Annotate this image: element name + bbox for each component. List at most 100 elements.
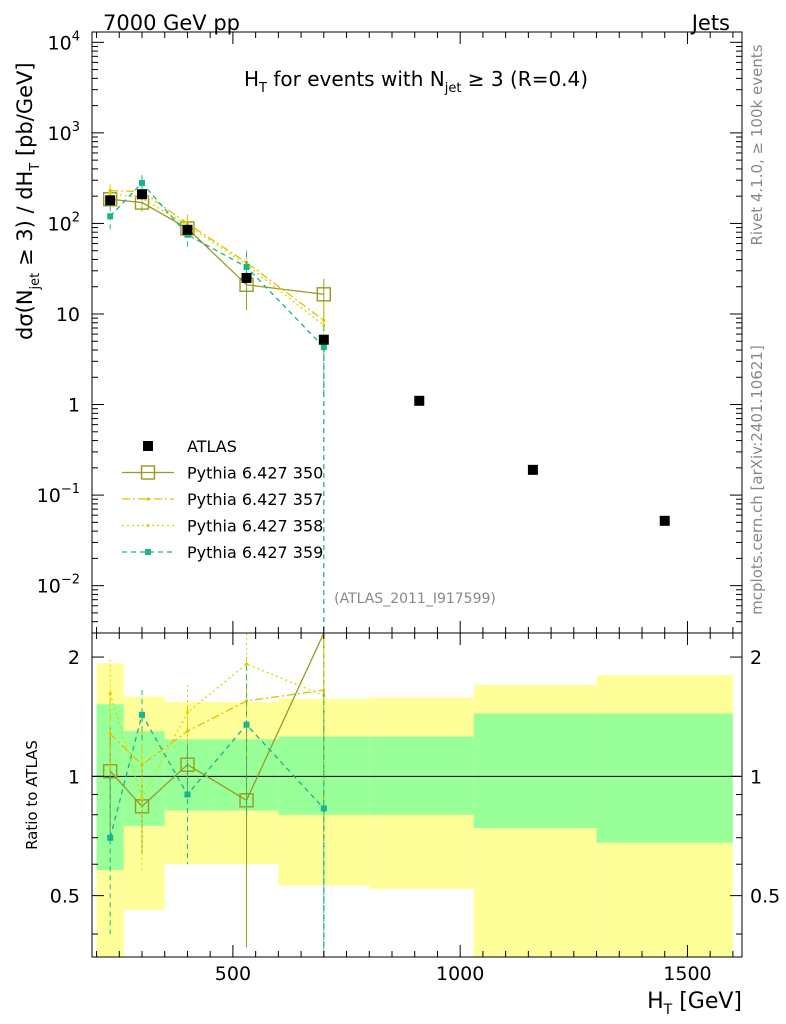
ratio-uncertainty-bands bbox=[92, 663, 742, 957]
ylabel-c: [pb/GeV] bbox=[13, 62, 37, 162]
ratio-marker-3-4 bbox=[320, 805, 327, 812]
legend-label-2: Pythia 6.427 357 bbox=[187, 490, 323, 509]
main-marker-2-0 bbox=[108, 191, 112, 195]
xlabel-main: H bbox=[647, 989, 664, 1014]
data-point-1 bbox=[137, 189, 147, 200]
ratio-band-green-1 bbox=[123, 731, 165, 826]
ratio-marker-1-0 bbox=[108, 732, 112, 736]
y-tick-label-10000: 104 bbox=[48, 29, 80, 54]
ratio-marker-2-3 bbox=[244, 662, 249, 666]
ratio-band-green-7 bbox=[596, 713, 733, 843]
y-tick-exp: 2 bbox=[72, 210, 80, 225]
data-point-3 bbox=[241, 272, 252, 283]
main-marker-1-0 bbox=[108, 189, 112, 193]
ratio-y-tick-label-right-0.5: 0.5 bbox=[750, 886, 780, 908]
title-middle-sub: jet bbox=[444, 81, 462, 96]
legend-marker-4 bbox=[145, 549, 151, 555]
ratio-marker-3-0 bbox=[107, 834, 114, 841]
mcplots-label: mcplots.cern.ch [arXiv:2401.10621] bbox=[748, 345, 766, 615]
ratio-y-tick-label-right-1: 1 bbox=[750, 766, 762, 788]
ratio-y-axis-label: Ratio to ATLAS bbox=[23, 740, 41, 850]
ratio-marker-3-2 bbox=[184, 791, 191, 798]
ratio-band-green-3 bbox=[210, 739, 279, 811]
legend-label-0: ATLAS bbox=[187, 437, 237, 456]
ratio-marker-3-3 bbox=[243, 721, 250, 728]
legend-marker-3 bbox=[146, 523, 150, 528]
ratio-panel-series bbox=[102, 632, 327, 957]
main-y-axis-label: dσ(Njet ≥ 3) / dHT [pb/GeV] bbox=[13, 62, 43, 340]
y-tick-label-0.01: 10−2 bbox=[37, 573, 80, 598]
ratio-marker-1-3 bbox=[244, 699, 249, 703]
main-marker-3-1 bbox=[139, 179, 145, 186]
y-tick-exp: 4 bbox=[72, 29, 80, 44]
x-axis-label: HT [GeV] bbox=[647, 989, 742, 1018]
y-tick-label-10: 10 bbox=[56, 304, 80, 326]
main-line-0 bbox=[110, 198, 324, 295]
title-prefix: H bbox=[244, 67, 259, 91]
ratio-band-green-6 bbox=[473, 713, 597, 829]
xlabel-unit: [GeV] bbox=[672, 989, 742, 1014]
y-tick-label-0.1: 10−1 bbox=[37, 482, 80, 507]
legend: ATLAS Pythia 6.427 350 Pythia 6.427 357 Pyt… bbox=[122, 437, 323, 562]
ratio-y-tick-label-right-2: 2 bbox=[750, 647, 762, 669]
y-tick-base: 10 bbox=[37, 485, 61, 507]
header-right: Jets bbox=[690, 11, 730, 35]
data-point-4 bbox=[318, 334, 329, 345]
legend-label-3: Pythia 6.427 358 bbox=[187, 517, 323, 536]
ratio-y-tick-label-left-2: 2 bbox=[68, 647, 80, 669]
y-tick-base: 10 bbox=[48, 32, 72, 54]
main-line-3 bbox=[109, 181, 325, 348]
data-point-0 bbox=[105, 195, 116, 206]
y-tick-exp: −1 bbox=[61, 482, 80, 497]
data-point-5 bbox=[414, 395, 425, 406]
ratio-band-green-5 bbox=[369, 736, 474, 815]
ratio-marker-2-2 bbox=[185, 710, 190, 714]
ylabel-a-sub: jet bbox=[28, 273, 43, 291]
x-tick-label-500: 500 bbox=[215, 963, 251, 985]
title-prefix-sub: T bbox=[258, 81, 267, 96]
ylabel-a: dσ(N bbox=[13, 289, 37, 340]
data-point-2 bbox=[182, 224, 193, 235]
main-marker-3-0 bbox=[107, 213, 114, 220]
main-marker-2-4 bbox=[322, 323, 326, 327]
y-tick-label-1000: 103 bbox=[48, 120, 80, 145]
y-tick-base: 10 bbox=[48, 123, 72, 145]
ratio-marker-2-1 bbox=[140, 796, 144, 800]
ratio-y-tick-label-left-1: 1 bbox=[68, 766, 80, 788]
y-tick-exp: 3 bbox=[72, 120, 80, 135]
legend-marker-data bbox=[143, 441, 153, 451]
main-line-2 bbox=[110, 192, 325, 326]
header-left: 7000 GeV pp bbox=[103, 11, 240, 35]
ratio-y-tick-label-left-0.5: 0.5 bbox=[50, 886, 80, 908]
y-tick-base: 10 bbox=[37, 576, 61, 598]
y-tick-exp: −2 bbox=[61, 573, 80, 588]
plot-title: HT for events with Njet ≥ 3 (R=0.4) bbox=[244, 67, 588, 96]
x-tick-label-1500: 1500 bbox=[663, 963, 711, 985]
y-tick-base: 10 bbox=[48, 213, 72, 235]
y-tick-base: 10 bbox=[56, 304, 80, 326]
title-suffix: ≥ 3 (R=0.4) bbox=[461, 67, 588, 91]
ratio-marker-2-0 bbox=[108, 691, 112, 695]
ratio-marker-1-4 bbox=[322, 688, 326, 692]
title-middle: for events with N bbox=[267, 67, 445, 91]
y-tick-label-1: 1 bbox=[68, 395, 80, 417]
xlabel-sub: T bbox=[663, 1002, 673, 1018]
legend-marker-2 bbox=[146, 497, 150, 501]
data-point-6 bbox=[527, 464, 538, 475]
x-tick-label-1000: 1000 bbox=[436, 963, 484, 985]
legend-label-4: Pythia 6.427 359 bbox=[187, 543, 323, 562]
main-marker-0-4 bbox=[316, 287, 332, 302]
ratio-marker-3-1 bbox=[139, 711, 145, 718]
ylabel-b-sub: T bbox=[28, 163, 43, 172]
legend-label-1: Pythia 6.427 350 bbox=[187, 464, 323, 483]
y-tick-label-100: 102 bbox=[48, 210, 80, 235]
rivet-label: Rivet 4.1.0, ≥ 100k events bbox=[748, 44, 766, 245]
legend-marker-1 bbox=[140, 465, 156, 480]
y-tick-base: 1 bbox=[68, 395, 80, 417]
analysis-id: (ATLAS_2011_I917599) bbox=[334, 591, 496, 607]
ylabel-b: ≥ 3) / dH bbox=[13, 171, 37, 273]
main-marker-3-3 bbox=[243, 264, 250, 271]
